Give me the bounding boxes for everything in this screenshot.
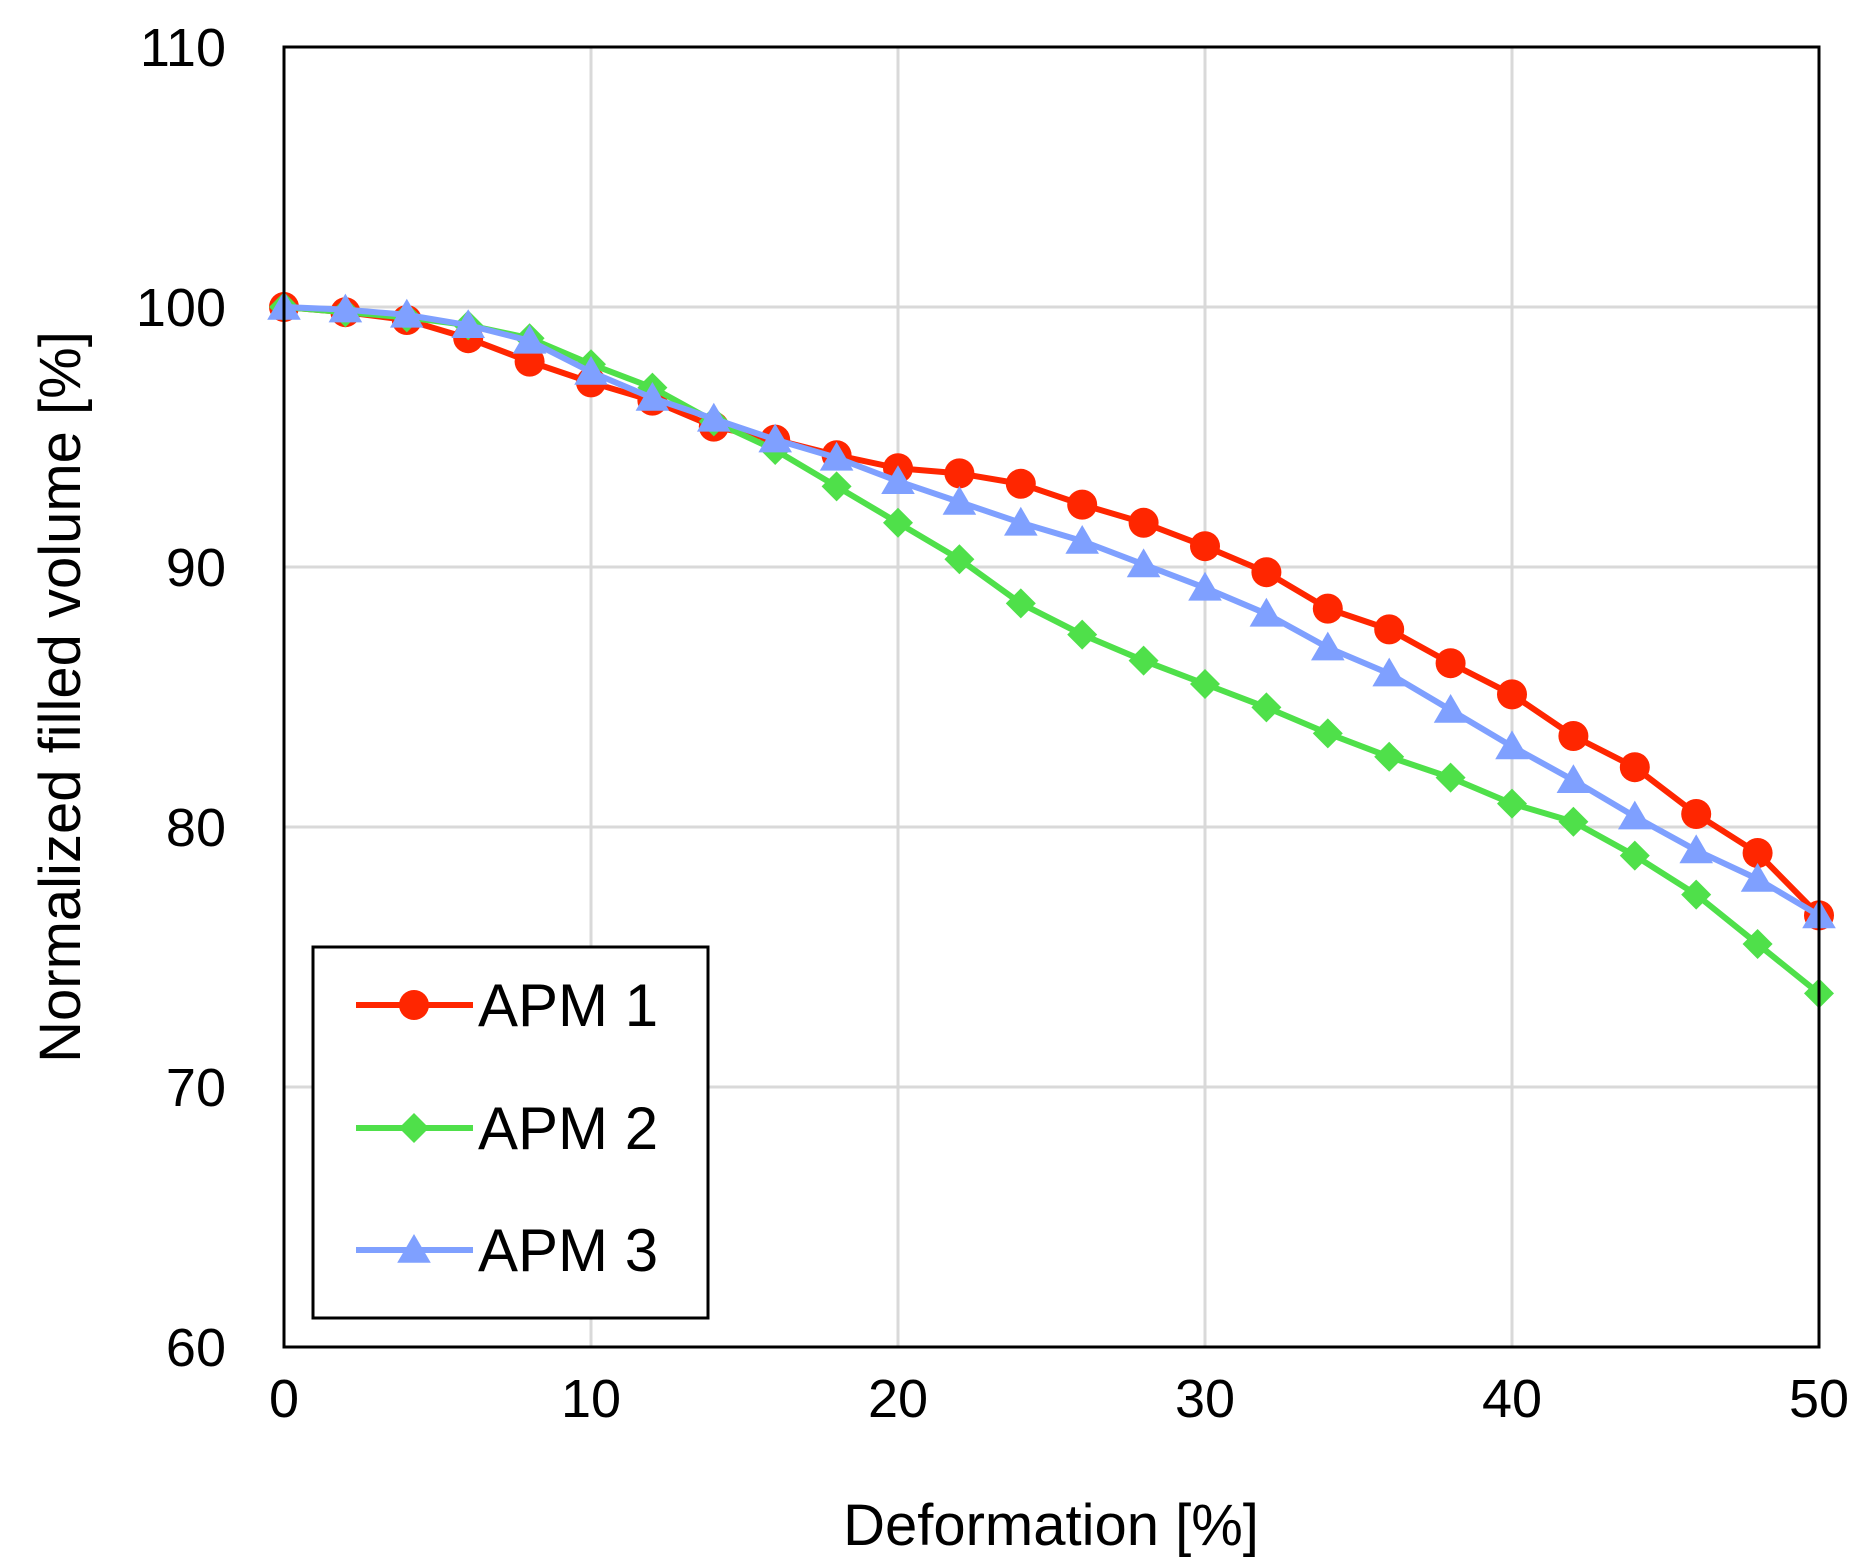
legend: APM 1 APM 2 APM 3 (311, 945, 710, 1320)
data-point (758, 423, 792, 453)
data-point (574, 356, 608, 385)
x-tick-label: 0 (269, 1369, 299, 1429)
series-line (283, 304, 1821, 996)
legend-box (311, 945, 710, 1320)
data-point (1251, 557, 1282, 588)
y-tick-label: 80 (166, 798, 226, 858)
data-point (944, 544, 975, 575)
legend-item: APM 3 (356, 1217, 658, 1284)
data-point (1495, 730, 1529, 760)
x-tick-label: 10 (561, 1369, 621, 1429)
data-point (1742, 929, 1773, 959)
y-axis-label: Normalized filled volume [%] (28, 331, 93, 1063)
data-point (1065, 525, 1099, 554)
x-axis-tick-labels: 0 10 20 30 40 50 (269, 1369, 1849, 1429)
legend-item: APM 2 (356, 1095, 658, 1162)
data-point (1312, 718, 1343, 749)
data-point (697, 402, 731, 432)
data-point (1556, 764, 1591, 793)
data-point (1619, 840, 1650, 871)
data-point (1251, 692, 1282, 723)
legend-marker (397, 1234, 431, 1263)
data-point (819, 441, 854, 471)
data-point (1311, 631, 1345, 661)
legend-item: APM 1 (356, 972, 658, 1039)
data-point (1679, 834, 1713, 864)
x-axis-label: Deformation [%] (843, 1493, 1259, 1558)
data-point (390, 298, 424, 328)
data-point (821, 471, 852, 502)
data-point (1558, 721, 1589, 751)
data-point (512, 324, 547, 354)
data-point (1742, 838, 1773, 868)
plot-area-frame (282, 45, 1821, 1349)
data-point (1681, 879, 1712, 910)
data-point (1558, 806, 1589, 837)
series-3 (267, 291, 1836, 929)
data-point (1004, 506, 1038, 536)
legend-marker (399, 990, 429, 1020)
data-point (1005, 588, 1036, 619)
series-line (283, 304, 1822, 918)
data-point (1372, 657, 1406, 687)
x-tick-label: 30 (1175, 1369, 1235, 1429)
data-point (1740, 863, 1775, 892)
data-point (1005, 468, 1036, 499)
data-point (328, 293, 363, 323)
data-point (1374, 614, 1405, 645)
data-point (1128, 507, 1159, 538)
data-point (1681, 799, 1712, 829)
series-layer (267, 291, 1836, 1009)
data-point (1374, 741, 1405, 772)
data-point (944, 458, 975, 489)
y-tick-label: 70 (166, 1058, 226, 1118)
data-point (451, 309, 485, 338)
x-tick-label: 40 (1482, 1369, 1542, 1429)
data-point (1497, 788, 1527, 819)
data-point (1497, 679, 1527, 710)
data-point (883, 507, 913, 538)
data-point (942, 486, 977, 515)
data-point (1618, 800, 1652, 830)
series-2 (269, 292, 1834, 1009)
y-tick-label: 60 (166, 1318, 226, 1378)
data-point (1126, 548, 1161, 578)
data-point (1312, 593, 1343, 624)
data-point (1249, 597, 1284, 627)
y-tick-label: 90 (166, 538, 226, 598)
data-point (1190, 669, 1220, 699)
x-tick-label: 20 (868, 1369, 928, 1429)
legend-label: APM 3 (478, 1217, 658, 1284)
data-point (1433, 694, 1468, 723)
x-tick-label: 50 (1789, 1369, 1849, 1429)
data-point (1067, 619, 1098, 650)
data-point (1067, 489, 1098, 520)
data-point (1435, 762, 1466, 793)
data-point (635, 382, 670, 411)
data-point (1619, 752, 1650, 783)
legend-marker (399, 1113, 429, 1143)
legend-label: APM 1 (478, 972, 658, 1039)
series-line (283, 304, 1821, 918)
data-point (514, 346, 545, 377)
data-point (1188, 571, 1222, 601)
data-point (881, 465, 915, 494)
data-point (1128, 645, 1159, 676)
legend-items: APM 1 APM 2 APM 3 (356, 972, 658, 1284)
y-tick-label: 110 (140, 18, 226, 78)
data-point (1190, 531, 1220, 562)
data-point (1435, 648, 1466, 679)
y-axis-tick-labels: 60 70 80 90 100 110 (136, 18, 226, 1378)
y-tick-label: 100 (136, 278, 226, 338)
legend-label: APM 2 (478, 1095, 658, 1162)
